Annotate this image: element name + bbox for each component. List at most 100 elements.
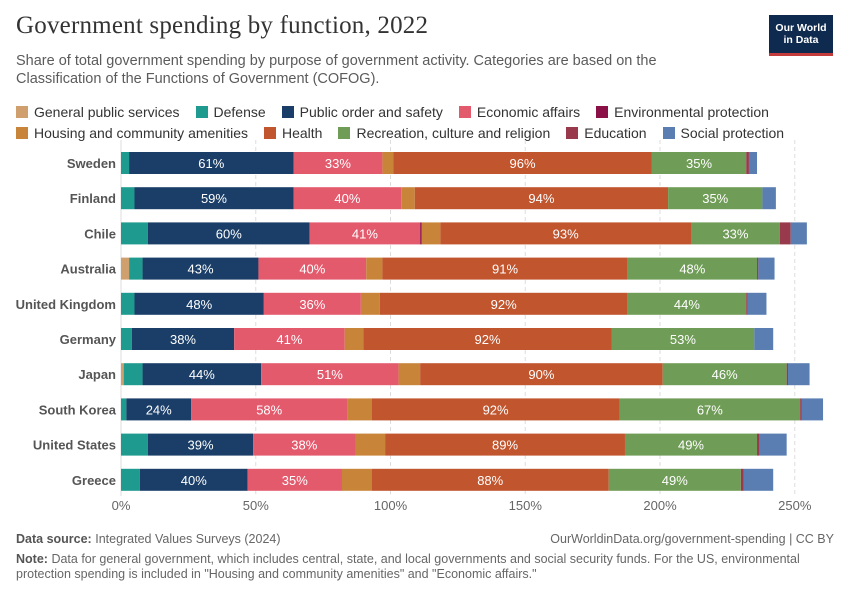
legend-row: General public services Defense Public ord… — [16, 101, 816, 122]
bar-segment-defense — [123, 363, 143, 386]
source-text[interactable]: Integrated Values Surveys (2024) — [95, 532, 281, 546]
bar-segment-economic-affairs — [191, 398, 348, 421]
stacked-bar-chart: 0% 50% 100% 150% 200% 250% Sweden 61% 33% 96% 35% F… — [16, 140, 824, 513]
legend-swatch — [662, 126, 675, 139]
bar-segment-public-order-and-safety — [126, 398, 192, 421]
bar-segment-social-protection — [758, 257, 775, 280]
legend-item-environmental-protection[interactable]: Environmental protection — [596, 104, 769, 120]
bar-segment-recreation-culture-and-religion — [611, 328, 755, 350]
legend-label: Recreation, culture and religion — [356, 124, 551, 141]
legend-label: Public order and safety — [299, 103, 443, 120]
data-label: 91% — [492, 262, 518, 277]
bar-segment-economic-affairs — [263, 292, 361, 315]
legend-swatch — [281, 105, 294, 118]
bar-segment-health — [393, 152, 652, 174]
legend-item-education[interactable]: Education — [566, 125, 647, 141]
note-label: Note: — [16, 552, 48, 566]
legend-item-general-public-services[interactable]: General public services — [16, 104, 180, 120]
legend-label: Defense — [213, 103, 266, 120]
data-label: 46% — [712, 367, 738, 382]
bar-segment-recreation-culture-and-religion — [624, 433, 758, 456]
legend-swatch — [16, 105, 28, 118]
data-label: 41% — [276, 332, 302, 347]
data-label: 33% — [325, 156, 351, 171]
logo-line-1: Our World — [775, 22, 827, 34]
bar-segment-recreation-culture-and-religion — [619, 398, 801, 421]
legend-item-recreation-culture-and-religion[interactable]: Recreation, culture and religion — [338, 125, 550, 141]
bar-segment-public-order-and-safety — [142, 257, 259, 280]
x-tick-label: 200% — [643, 498, 677, 513]
legend-swatch — [16, 126, 28, 139]
bar-segment-social-protection — [754, 328, 774, 350]
legend-item-public-order-and-safety[interactable]: Public order and safety — [281, 103, 443, 120]
bar-segment-education — [800, 398, 802, 421]
x-tick-label: 250% — [778, 498, 812, 513]
category-label: Greece — [72, 473, 116, 488]
legend-item-defense[interactable]: Defense — [195, 103, 266, 120]
bar-segment-defense — [121, 328, 132, 350]
bar-segment-economic-affairs — [253, 433, 356, 456]
bar-segment-recreation-culture-and-religion — [690, 222, 780, 245]
data-label: 48% — [679, 262, 705, 277]
legend-row: Housing and community amenities Health Rec… — [16, 122, 816, 143]
bar-segment-public-order-and-safety — [147, 222, 310, 245]
data-label: 44% — [674, 297, 700, 312]
legend-swatch — [195, 105, 208, 118]
data-label: 61% — [198, 156, 224, 171]
source-label: Data source: — [16, 532, 92, 546]
legend-label: General public services — [34, 103, 180, 120]
bar-segment-economic-affairs — [247, 468, 342, 491]
x-tick-label: 0% — [112, 498, 131, 513]
bar-segment-economic-affairs — [261, 363, 399, 386]
legend-item-social-protection[interactable]: Social protection — [662, 125, 784, 141]
bar-segment-health — [363, 328, 612, 350]
legend-item-economic-affairs[interactable]: Economic affairs — [458, 104, 580, 120]
bar-segment-social-protection — [759, 433, 787, 456]
bar-segment-education — [786, 363, 789, 386]
bar-segment-health — [371, 468, 609, 491]
data-label: 53% — [670, 332, 696, 347]
bar-segment-economic-affairs — [293, 187, 402, 210]
data-label: 33% — [722, 226, 748, 241]
bar-segment-defense — [121, 152, 130, 174]
data-label: 67% — [697, 402, 723, 417]
x-tick-label: 150% — [509, 498, 543, 513]
category-label: Germany — [60, 332, 117, 347]
category-label: South Korea — [39, 402, 117, 417]
bar-segment-general-public-services — [121, 363, 124, 386]
legend-item-housing-and-community-amenities[interactable]: Housing and community amenities — [16, 125, 248, 141]
bar-segment-social-protection — [790, 222, 807, 245]
data-label: 49% — [678, 438, 704, 453]
source-url[interactable]: OurWorldinData.org/government-spending |… — [550, 532, 834, 546]
data-label: 93% — [553, 226, 579, 241]
x-tick-label: 50% — [243, 498, 269, 513]
bar-segment-housing-and-community-amenities — [366, 257, 383, 280]
legend-item-health[interactable]: Health — [264, 125, 322, 141]
bar-segment-education — [757, 257, 759, 280]
category-label: Japan — [78, 367, 116, 382]
category-label: United States — [33, 438, 116, 453]
logo-line-2: in Data — [783, 34, 819, 46]
bar-segment-defense — [121, 292, 135, 315]
bar-segment-housing-and-community-amenities — [398, 363, 421, 386]
data-label: 96% — [510, 156, 536, 171]
category-label: Chile — [84, 226, 116, 241]
bar-segment-recreation-culture-and-religion — [651, 152, 747, 174]
data-label: 24% — [146, 402, 172, 417]
chart-title: Government spending by function, 2022 — [16, 12, 429, 39]
bar-segment-housing-and-community-amenities — [347, 398, 372, 421]
legend-label: Environmental protection — [614, 103, 769, 120]
data-label: 43% — [187, 262, 213, 277]
category-label: Sweden — [67, 156, 116, 171]
bar-segment-housing-and-community-amenities — [421, 222, 441, 245]
data-label: 90% — [528, 367, 554, 382]
data-label: 60% — [216, 226, 242, 241]
legend-swatch — [264, 126, 276, 139]
data-label: 35% — [702, 191, 728, 206]
bar-segment-defense — [129, 257, 143, 280]
bar-segment-health — [414, 187, 669, 210]
owid-logo[interactable]: Our World in Data — [769, 15, 833, 56]
data-label: 94% — [528, 191, 554, 206]
bar-segment-defense — [121, 187, 135, 210]
data-source: Data source: Integrated Values Surveys (… — [16, 532, 281, 546]
